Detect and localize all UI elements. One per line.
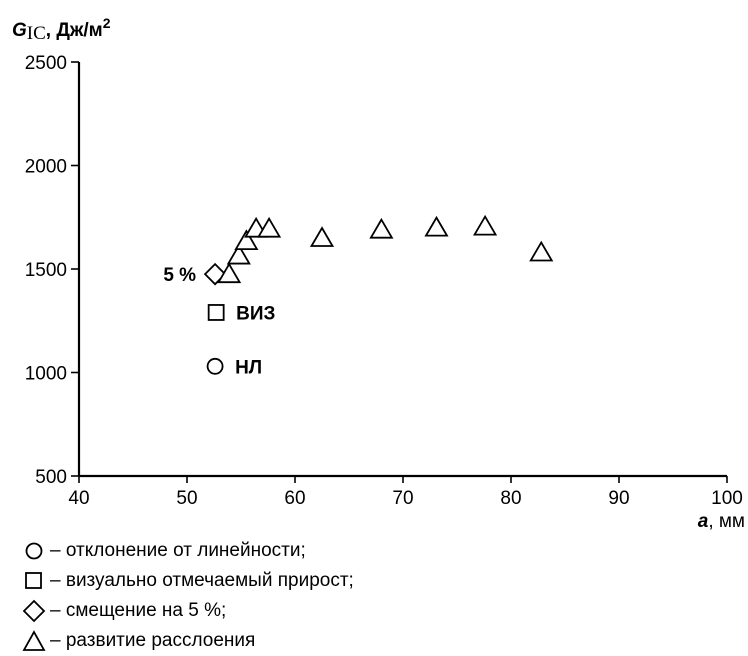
y-tick-label: 1000 xyxy=(25,364,67,385)
legend: – отклонение от линейности; – визуально … xyxy=(22,536,354,656)
square-data-point xyxy=(207,304,225,321)
triangle-data-point xyxy=(424,215,449,237)
triangle-data-point xyxy=(234,229,259,250)
legend-item-diamond: – смещение на 5 %; xyxy=(22,596,354,626)
point-annotation: ВИЗ xyxy=(236,303,275,324)
x-tick-label: 60 xyxy=(284,488,305,509)
triangle-data-point xyxy=(257,216,282,238)
x-tick-label: 80 xyxy=(500,488,521,509)
y-tick-label: 2500 xyxy=(25,53,67,74)
y-tick-label: 2000 xyxy=(25,157,67,178)
ticks: 500 1000 1500 2000 2500 40 50 60 70 80 90 100 xyxy=(25,53,743,509)
x-tick-label: 40 xyxy=(68,488,89,509)
x-tick-label: 50 xyxy=(176,488,197,509)
x-tick-label: 100 xyxy=(711,488,743,509)
triangle-data-point xyxy=(369,217,394,239)
triangle-data-point xyxy=(473,214,498,236)
x-tick-label: 70 xyxy=(392,488,413,509)
y-tick-label: 500 xyxy=(35,467,67,488)
triangle-marker-icon xyxy=(22,629,46,653)
legend-item-circle: – отклонение от линейности; xyxy=(22,536,354,566)
circle-data-point xyxy=(206,357,224,375)
diamond-marker-icon xyxy=(22,599,46,623)
y-tick-label: 1500 xyxy=(25,260,67,281)
legend-label: – смещение на 5 %; xyxy=(50,600,227,621)
point-annotation: НЛ xyxy=(235,357,262,378)
legend-item-triangle: – развитие расслоения xyxy=(22,626,354,656)
triangle-data-point xyxy=(309,226,335,247)
x-axis-label: a, мм xyxy=(698,511,745,532)
point-annotation: 5 % xyxy=(163,265,196,286)
annotations: 5 % ВИЗ НЛ xyxy=(163,265,275,378)
triangle-data-point xyxy=(226,243,251,265)
legend-item-square: – визуально отмечаемый прирост; xyxy=(22,566,354,596)
triangle-data-point xyxy=(217,262,242,284)
circle-marker-icon xyxy=(22,539,46,563)
square-marker-icon xyxy=(22,569,46,593)
x-tick-label: 90 xyxy=(608,488,629,509)
legend-label: – развитие расслоения xyxy=(50,630,256,651)
legend-label: – визуально отмечаемый прирост; xyxy=(50,570,354,591)
chart-plot: 500 1000 1500 2000 2500 40 50 60 70 80 90 100 5 % ВИ… xyxy=(12,15,745,532)
legend-label: – отклонение от линейности; xyxy=(50,540,306,561)
triangle-data-point xyxy=(529,240,554,262)
data-points xyxy=(203,214,554,375)
y-axis-label: GIC, Дж/м2 xyxy=(12,15,111,44)
